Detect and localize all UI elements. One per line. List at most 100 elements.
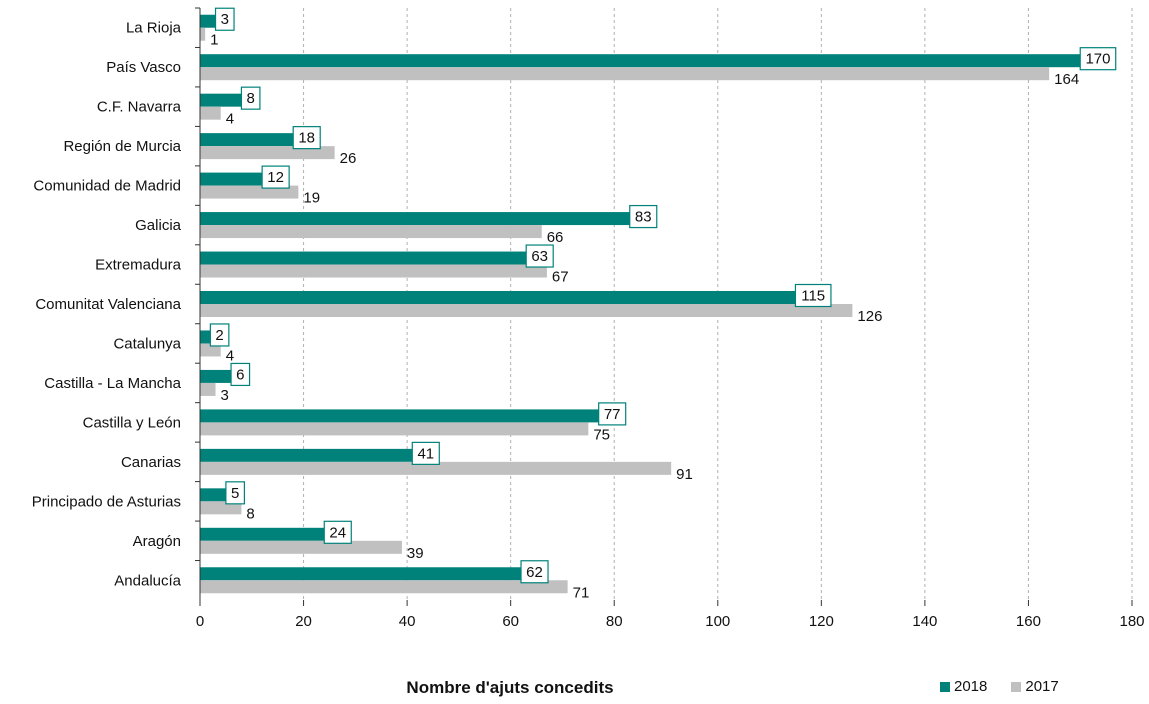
value-label-2018-la-rioja: 3 bbox=[221, 11, 229, 28]
bars bbox=[200, 14, 1081, 594]
bar-2017-aragon bbox=[200, 540, 402, 554]
value-label-2018-andalucia: 62 bbox=[526, 564, 543, 581]
value-box-2018-c-f-navarra bbox=[240, 86, 261, 110]
value-label-2018-canarias: 41 bbox=[417, 445, 434, 462]
value-label-2017-c-f-navarra: 4 bbox=[226, 111, 234, 128]
x-tick-label-0: 0 bbox=[196, 613, 204, 630]
value-box-2018-pais-vasco bbox=[1079, 47, 1117, 71]
bar-2018-castilla-la-mancha bbox=[200, 369, 232, 383]
value-box-2018-galicia bbox=[629, 204, 658, 229]
value-label-2018-castilla-y-leon: 77 bbox=[604, 406, 621, 423]
bar-2018-aragon bbox=[200, 527, 325, 541]
legend-label-2017: 2017 bbox=[1025, 678, 1059, 695]
x-tick-label-140: 140 bbox=[912, 613, 937, 630]
bar-2018-canarias bbox=[200, 448, 413, 462]
value-label-2017-castilla-y-leon: 75 bbox=[593, 426, 610, 443]
category-label-extremadura: Extremadura bbox=[95, 257, 182, 274]
value-label-2018-comunitat-valenciana: 115 bbox=[801, 288, 825, 305]
x-tick-label-160: 160 bbox=[1016, 613, 1041, 630]
legend-item-2017: 2017 bbox=[1011, 678, 1059, 695]
value-box-2018-comunidad-de-madrid bbox=[261, 165, 290, 189]
value-box-2018-extremadura bbox=[525, 244, 554, 268]
bar-2018-andalucia bbox=[200, 567, 522, 581]
category-label-castilla-la-mancha: Castilla - La Mancha bbox=[44, 375, 181, 392]
value-label-2017-comunitat-valenciana: 126 bbox=[857, 308, 882, 325]
value-label-2018-c-f-navarra: 8 bbox=[247, 90, 255, 107]
value-label-2017-galicia: 66 bbox=[547, 229, 564, 246]
bar-2017-castilla-y-leon bbox=[200, 422, 589, 436]
value-box-2018-catalunya bbox=[209, 323, 230, 347]
value-label-2018-comunidad-de-madrid: 12 bbox=[267, 169, 284, 186]
category-label-pais-vasco: País Vasco bbox=[106, 59, 181, 76]
bar-2018-pais-vasco bbox=[200, 54, 1081, 68]
bar-2017-extremadura bbox=[200, 264, 547, 278]
bar-2017-galicia bbox=[200, 225, 542, 239]
category-label-canarias: Canarias bbox=[121, 454, 181, 471]
bar-2017-canarias bbox=[200, 461, 672, 475]
category-label-andalucia: Andalucía bbox=[114, 572, 181, 589]
value-label-2017-principado-de-asturias: 8 bbox=[246, 505, 254, 522]
value-label-2017-region-de-murcia: 26 bbox=[340, 150, 357, 167]
value-label-2018-castilla-la-mancha: 6 bbox=[236, 366, 244, 383]
legend-swatch-2017 bbox=[1011, 681, 1022, 692]
value-box-2018-aragon bbox=[323, 520, 352, 544]
value-label-2017-aragon: 39 bbox=[407, 545, 424, 562]
bar-2017-catalunya bbox=[200, 343, 221, 357]
value-label-2018-galicia: 83 bbox=[635, 209, 652, 226]
legend-item-2018: 2018 bbox=[940, 678, 987, 695]
bar-2017-region-de-murcia bbox=[200, 146, 335, 160]
value-box-2018-region-de-murcia bbox=[292, 126, 321, 150]
bar-2017-c-f-navarra bbox=[200, 106, 221, 120]
category-label-la-rioja: La Rioja bbox=[126, 20, 182, 37]
legend: 2018 2017 bbox=[940, 678, 1059, 695]
value-label-2017-castilla-la-mancha: 3 bbox=[221, 387, 229, 404]
value-label-2018-catalunya: 2 bbox=[215, 327, 223, 344]
value-box-2018-comunitat-valenciana bbox=[794, 283, 832, 308]
category-label-comunidad-de-madrid: Comunidad de Madrid bbox=[33, 178, 181, 195]
category-label-c-f-navarra: C.F. Navarra bbox=[97, 99, 182, 116]
bar-2018-comunidad-de-madrid bbox=[200, 172, 263, 186]
bar-2017-la-rioja bbox=[200, 27, 206, 41]
bar-2018-catalunya bbox=[200, 330, 211, 344]
category-label-aragon: Aragón bbox=[133, 533, 181, 550]
axes bbox=[195, 7, 1133, 606]
value-label-2017-pais-vasco: 164 bbox=[1054, 71, 1079, 88]
bar-2018-galicia bbox=[200, 212, 630, 226]
value-label-2017-comunidad-de-madrid: 19 bbox=[303, 190, 320, 207]
value-box-2018-principado-de-asturias bbox=[225, 481, 245, 505]
value-box-2018-la-rioja bbox=[214, 7, 235, 31]
bar-2017-castilla-la-mancha bbox=[200, 382, 216, 396]
legend-swatch-2018 bbox=[940, 681, 950, 692]
value-label-2017-extremadura: 67 bbox=[552, 269, 569, 286]
bar-2018-extremadura bbox=[200, 251, 527, 265]
value-label-2018-aragon: 24 bbox=[329, 524, 346, 541]
value-label-2018-region-de-murcia: 18 bbox=[298, 130, 315, 147]
value-label-2017-catalunya: 4 bbox=[226, 347, 234, 364]
x-tick-label-100: 100 bbox=[705, 613, 730, 630]
category-label-principado-de-asturias: Principado de Asturias bbox=[32, 493, 181, 510]
bar-2018-c-f-navarra bbox=[200, 93, 242, 107]
value-label-2017-andalucia: 71 bbox=[573, 584, 590, 601]
x-tick-label-40: 40 bbox=[399, 613, 416, 630]
legend-label-2018: 2018 bbox=[954, 678, 988, 695]
category-label-castilla-y-leon: Castilla y León bbox=[83, 414, 181, 431]
bar-2018-comunitat-valenciana bbox=[200, 291, 796, 304]
bar-2018-region-de-murcia bbox=[200, 133, 294, 147]
bar-2018-principado-de-asturias bbox=[200, 488, 226, 502]
value-label-2017-la-rioja: 1 bbox=[210, 32, 218, 49]
category-label-region-de-murcia: Región de Murcia bbox=[63, 138, 181, 155]
bar-2017-principado-de-asturias bbox=[200, 501, 242, 515]
category-label-galicia: Galicia bbox=[135, 217, 182, 234]
value-label-2017-canarias: 91 bbox=[676, 466, 693, 483]
value-label-2018-principado-de-asturias: 5 bbox=[231, 485, 239, 502]
bar-2018-castilla-y-leon bbox=[200, 409, 599, 423]
x-axis-title: Nombre d'ajuts concedits bbox=[406, 678, 614, 697]
x-tick-label-80: 80 bbox=[606, 613, 623, 630]
value-box-2018-andalucia bbox=[520, 560, 549, 584]
bar-2017-andalucia bbox=[200, 580, 568, 594]
bar-2017-pais-vasco bbox=[200, 67, 1050, 81]
x-tick-label-60: 60 bbox=[502, 613, 519, 630]
value-box-2018-castilla-la-mancha bbox=[230, 362, 251, 387]
